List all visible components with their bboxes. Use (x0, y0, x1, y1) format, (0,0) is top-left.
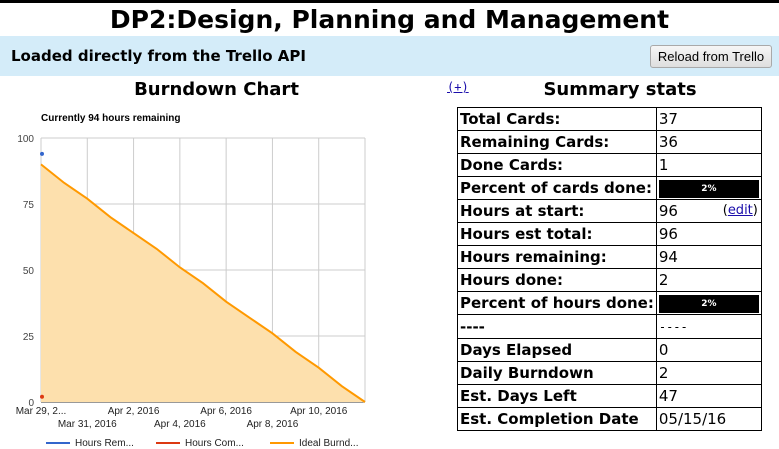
stats-row: Hours done: 2 (457, 268, 762, 292)
stats-value: 2 (655, 268, 762, 292)
stats-label: Remaining Cards: (457, 130, 657, 154)
stats-value: 96 (655, 222, 762, 246)
y-tick-label: 25 (23, 332, 35, 343)
edit-hours-link[interactable]: (edit) (722, 203, 758, 218)
stats-value-text: 96 (658, 225, 678, 243)
stats-value: 0 (655, 338, 762, 362)
stats-value-text: 36 (658, 133, 678, 151)
legend-label: Hours Rem... (75, 438, 134, 449)
stats-value: 05/15/16 (655, 407, 762, 431)
stats-label: Percent of cards done: (457, 176, 657, 200)
stats-label: Hours at start: (457, 199, 657, 223)
stats-value-text: 96 (658, 202, 678, 220)
percent-bar: 2% (658, 179, 759, 198)
stats-row: Remaining Cards: 36 (457, 130, 762, 154)
stats-value: 2 (655, 361, 762, 385)
status-banner: Loaded directly from the Trello API Relo… (0, 36, 779, 76)
y-tick-label: 100 (17, 134, 34, 145)
stats-value: 1 (655, 153, 762, 177)
stats-row: Hours at start: 96 (edit) (457, 199, 762, 223)
y-tick-label: 0 (28, 398, 34, 409)
stats-label: Done Cards: (457, 153, 657, 177)
summary-heading: Summary stats (543, 79, 697, 100)
y-tick-label: 50 (23, 266, 35, 277)
stats-row: Days Elapsed 0 (457, 338, 762, 362)
ideal-burndown-line (40, 163, 366, 403)
stats-label: Est. Completion Date (457, 407, 657, 431)
burndown-chart: Currently 94 hours remaining 0 25 50 75 100 Ma… (16, 113, 366, 449)
stats-value-text: ---- (658, 320, 688, 334)
hours-completed-point (40, 394, 44, 399)
stats-row: ---- ---- (457, 314, 762, 339)
stats-row: Hours est total: 96 (457, 222, 762, 246)
stats-label: ---- (457, 314, 657, 339)
stats-row: Total Cards: 37 (457, 107, 762, 131)
stats-value-text: 0 (658, 341, 669, 359)
hours-remaining-point (40, 151, 44, 156)
stats-label: Days Elapsed (457, 338, 657, 362)
burndown-heading: Burndown Chart (134, 79, 299, 100)
x-tick-label: Apr 10, 2016 (290, 406, 348, 417)
stats-row: Done Cards: 1 (457, 153, 762, 177)
x-tick-label: Mar 29, 2... (16, 406, 67, 417)
stats-row: Daily Burndown 2 (457, 361, 762, 385)
stats-label: Est. Days Left (457, 384, 657, 408)
stats-value: 47 (655, 384, 762, 408)
stats-value-text: 47 (658, 387, 678, 405)
x-tick-label: Apr 6, 2016 (200, 406, 252, 417)
stats-label: Total Cards: (457, 107, 657, 131)
stats-label: Daily Burndown (457, 361, 657, 385)
legend-label: Hours Com... (185, 438, 244, 449)
stats-row: Hours remaining: 94 (457, 245, 762, 269)
stats-label: Hours est total: (457, 222, 657, 246)
page-title: DP2:Design, Planning and Management (109, 5, 670, 34)
chart-title: Currently 94 hours remaining (41, 113, 180, 124)
stats-value-text: 2 (658, 271, 669, 289)
top-border (0, 0, 779, 3)
stats-value: 2% (655, 291, 762, 315)
x-tick-label: Apr 8, 2016 (247, 419, 299, 430)
stats-value: 96 (edit) (655, 199, 762, 223)
stats-row: Percent of hours done: 2% (457, 291, 762, 315)
expand-link[interactable]: (+) (447, 80, 469, 94)
stats-value-text: 94 (658, 248, 678, 266)
stats-value: 94 (655, 245, 762, 269)
summary-table: Total Cards: 37 Remaining Cards: 36 Done Car… (457, 107, 762, 431)
x-tick-label: Apr 2, 2016 (108, 406, 160, 417)
stats-value: 37 (655, 107, 762, 131)
banner-text: Loaded directly from the Trello API (11, 47, 306, 65)
stats-row: Est. Days Left 47 (457, 384, 762, 408)
stats-value-text: 37 (658, 110, 678, 128)
stats-value-text: 05/15/16 (658, 410, 727, 428)
reload-button[interactable]: Reload from Trello (650, 45, 772, 68)
stats-row: Est. Completion Date 05/15/16 (457, 407, 762, 431)
percent-bar: 2% (658, 294, 759, 313)
stats-value-text: 1 (658, 156, 669, 174)
stats-value: ---- (655, 314, 762, 339)
stats-value-text: 2 (658, 364, 669, 382)
stats-value: 36 (655, 130, 762, 154)
x-tick-label: Apr 4, 2016 (154, 419, 206, 430)
stats-label: Percent of hours done: (457, 291, 657, 315)
x-tick-label: Mar 31, 2016 (58, 419, 117, 430)
legend-label: Ideal Burnd... (299, 438, 358, 449)
edit-link-text[interactable]: edit (727, 203, 753, 218)
stats-row: Percent of cards done: 2% (457, 176, 762, 200)
stats-label: Hours remaining: (457, 245, 657, 269)
y-tick-label: 75 (23, 200, 35, 211)
stats-label: Hours done: (457, 268, 657, 292)
stats-value: 2% (655, 176, 762, 200)
